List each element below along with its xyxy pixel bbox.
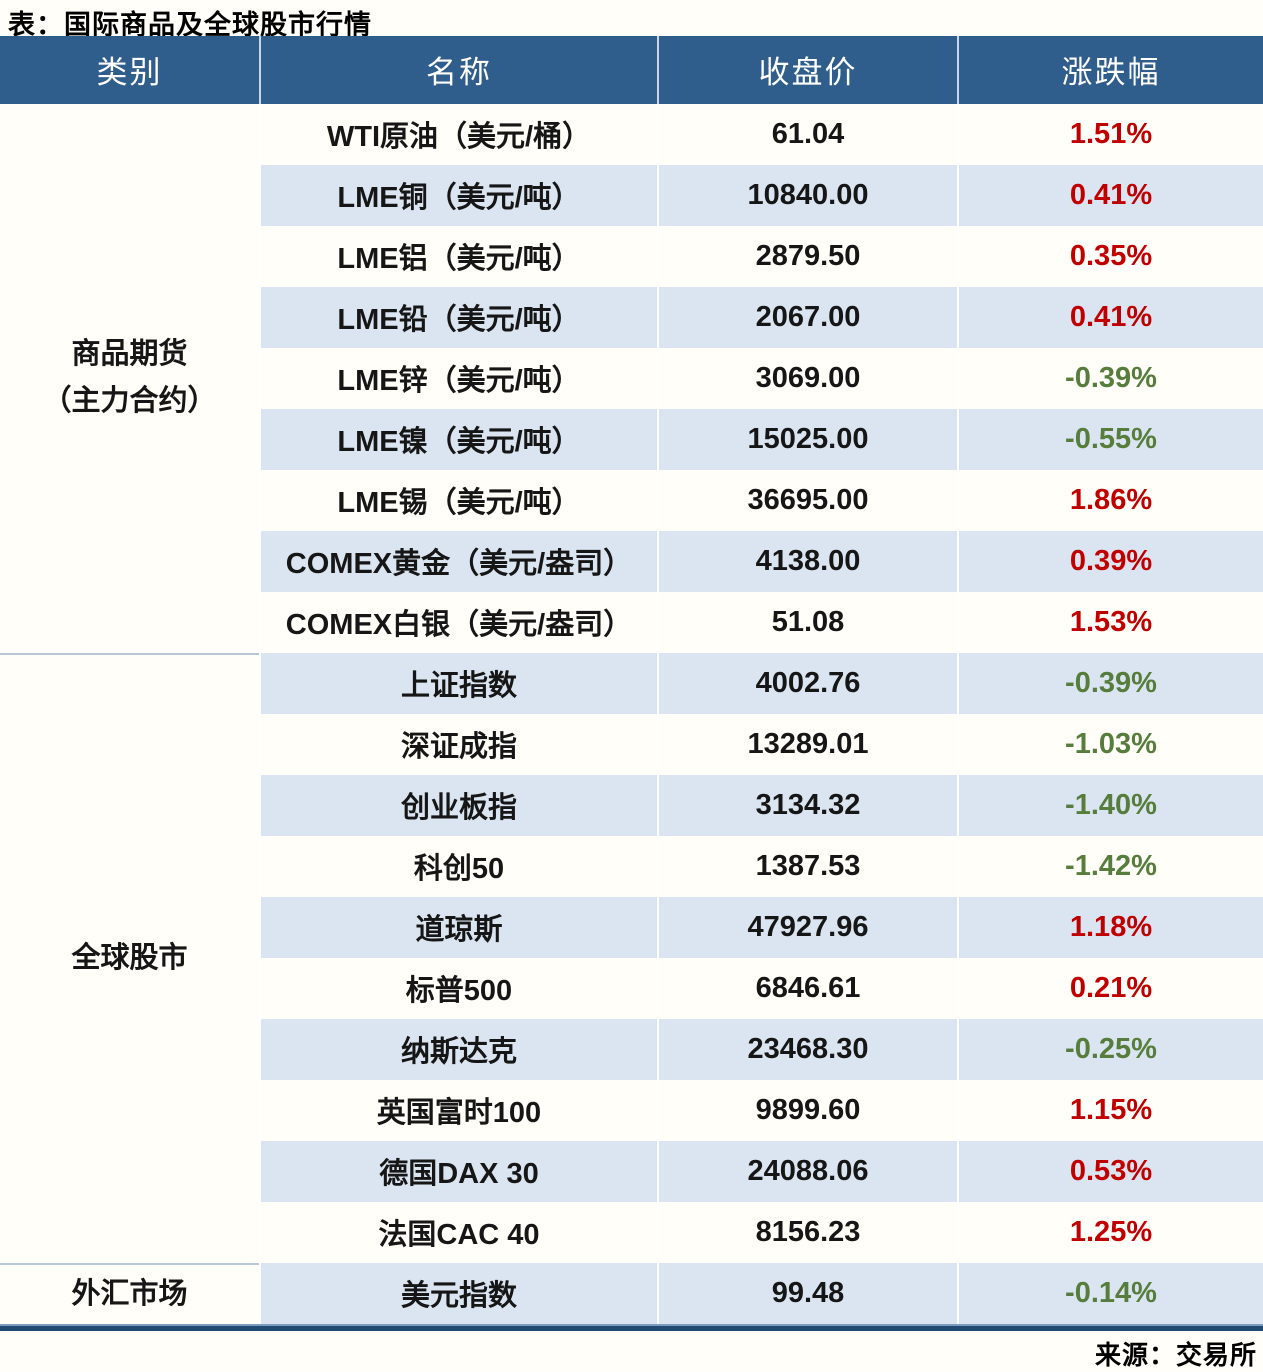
row-change-cell: -0.14% <box>957 1262 1263 1324</box>
row-change-cell: 0.53% <box>957 1140 1263 1202</box>
row-change-cell: -0.39% <box>957 347 1263 409</box>
row-close-cell: 15025.00 <box>657 408 957 470</box>
row-name-cell: COMEX白银（美元/盎司） <box>259 591 657 653</box>
row-change-cell: 0.39% <box>957 530 1263 592</box>
row-change-cell: 0.21% <box>957 957 1263 1019</box>
row-name-cell: LME铝（美元/吨） <box>259 225 657 287</box>
row-close-cell: 99.48 <box>657 1262 957 1324</box>
row-close-cell: 24088.06 <box>657 1140 957 1202</box>
row-close-cell: 3069.00 <box>657 347 957 409</box>
row-change-cell: 0.41% <box>957 164 1263 226</box>
row-name-cell: 科创50 <box>259 835 657 897</box>
row-close-cell: 36695.00 <box>657 469 957 531</box>
row-change-cell: -1.03% <box>957 713 1263 775</box>
row-change-cell: -0.25% <box>957 1018 1263 1080</box>
table-bottom-border <box>0 1323 1263 1331</box>
table-title: 表：国际商品及全球股市行情 <box>8 10 372 40</box>
row-close-cell: 3134.32 <box>657 774 957 836</box>
row-close-cell: 4138.00 <box>657 530 957 592</box>
row-change-cell: 0.35% <box>957 225 1263 287</box>
row-name-cell: COMEX黄金（美元/盎司） <box>259 530 657 592</box>
row-name-cell: 纳斯达克 <box>259 1018 657 1080</box>
row-name-cell: 标普500 <box>259 957 657 1019</box>
row-close-cell: 8156.23 <box>657 1201 957 1263</box>
row-name-cell: 深证成指 <box>259 713 657 775</box>
header-category: 类别 <box>96 55 163 91</box>
row-name-cell: WTI原油（美元/桶） <box>259 103 657 165</box>
row-name-cell: LME锡（美元/吨） <box>259 469 657 531</box>
row-name-cell: 道琼斯 <box>259 896 657 958</box>
row-close-cell: 23468.30 <box>657 1018 957 1080</box>
header-close-price: 收盘价 <box>657 36 957 104</box>
source-note: 来源：交易所 <box>1094 1340 1257 1370</box>
row-change-cell: 1.25% <box>957 1201 1263 1263</box>
row-close-cell: 51.08 <box>657 591 957 653</box>
row-close-cell: 2067.00 <box>657 286 957 348</box>
category-cell: 商品期货 （主力合约） <box>0 103 259 653</box>
row-name-cell: 美元指数 <box>259 1262 657 1324</box>
row-name-cell: 创业板指 <box>259 774 657 836</box>
row-close-cell: 4002.76 <box>657 652 957 714</box>
row-close-cell: 47927.96 <box>657 896 957 958</box>
header-change-pct: 涨跌幅 <box>957 36 1263 104</box>
row-change-cell: -0.39% <box>957 652 1263 714</box>
row-close-cell: 10840.00 <box>657 164 957 226</box>
row-name-cell: LME铜（美元/吨） <box>259 164 657 226</box>
row-change-cell: 1.86% <box>957 469 1263 531</box>
row-close-cell: 1387.53 <box>657 835 957 897</box>
row-name-cell: 德国DAX 30 <box>259 1140 657 1202</box>
table-header-row: 类别 名称 收盘价 涨跌幅 <box>0 36 1263 104</box>
row-change-cell: -1.40% <box>957 774 1263 836</box>
row-change-cell: 0.41% <box>957 286 1263 348</box>
row-close-cell: 61.04 <box>657 103 957 165</box>
row-name-cell: LME铅（美元/吨） <box>259 286 657 348</box>
row-change-cell: -0.55% <box>957 408 1263 470</box>
row-close-cell: 2879.50 <box>657 225 957 287</box>
row-name-cell: LME镍（美元/吨） <box>259 408 657 470</box>
row-name-cell: LME锌（美元/吨） <box>259 347 657 409</box>
row-close-cell: 13289.01 <box>657 713 957 775</box>
row-change-cell: 1.18% <box>957 896 1263 958</box>
header-name: 名称 <box>259 36 657 104</box>
row-name-cell: 英国富时100 <box>259 1079 657 1141</box>
row-change-cell: 1.15% <box>957 1079 1263 1141</box>
row-close-cell: 9899.60 <box>657 1079 957 1141</box>
category-cell: 全球股市 <box>0 652 259 1263</box>
row-close-cell: 6846.61 <box>657 957 957 1019</box>
category-cell: 外汇市场 <box>0 1262 259 1324</box>
row-name-cell: 法国CAC 40 <box>259 1201 657 1263</box>
row-change-cell: 1.51% <box>957 103 1263 165</box>
row-change-cell: 1.53% <box>957 591 1263 653</box>
table-body: 商品期货 （主力合约） WTI原油（美元/桶） 61.04 1.51% LME铜（美元/吨… <box>0 103 1263 1324</box>
row-change-cell: -1.42% <box>957 835 1263 897</box>
row-name-cell: 上证指数 <box>259 652 657 714</box>
